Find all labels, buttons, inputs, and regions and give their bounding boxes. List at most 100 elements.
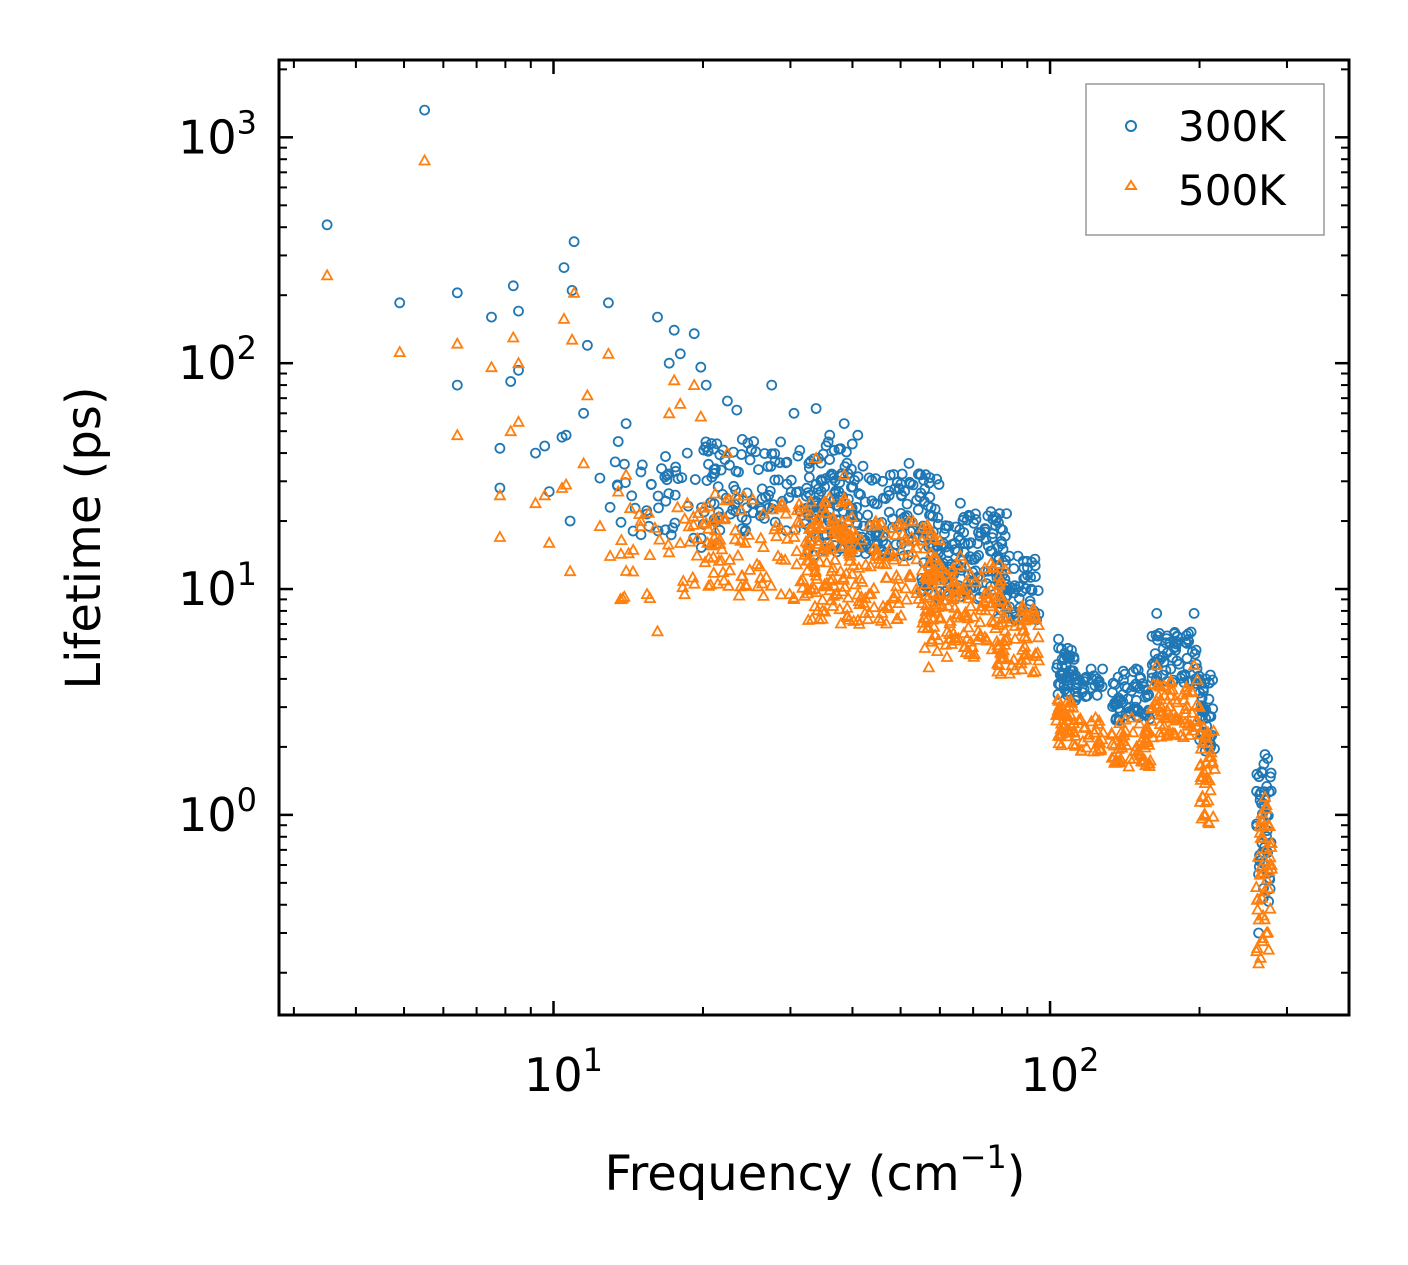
data-point-500k (1051, 693, 1066, 706)
data-point-300k (1032, 585, 1044, 596)
data-point-500k (619, 564, 633, 576)
data-point-300k (507, 280, 519, 292)
data-point-500k (393, 345, 407, 358)
data-point-500k (933, 533, 947, 546)
data-point-500k (1167, 706, 1181, 718)
data-point-500k (1130, 739, 1144, 752)
data-point-500k (998, 623, 1012, 636)
data-point-300k (636, 459, 648, 471)
data-point-300k (1114, 706, 1126, 717)
data-point-500k (538, 488, 552, 501)
data-point-500k (774, 552, 788, 565)
data-point-500k (981, 585, 995, 598)
data-point-300k (949, 537, 961, 549)
data-point-300k (486, 311, 497, 323)
data-point-500k (846, 558, 861, 571)
data-point-500k (1068, 729, 1082, 741)
data-point-500k (984, 556, 998, 569)
data-point-300k (927, 510, 939, 522)
data-point-500k (1254, 860, 1268, 873)
data-point-300k (792, 450, 804, 462)
data-point-500k (690, 548, 704, 561)
data-point-300k (1183, 636, 1195, 647)
data-point-300k (933, 479, 945, 490)
data-point-300k (394, 297, 406, 309)
data-point-300k (853, 488, 865, 499)
data-point-500k (1204, 745, 1218, 758)
data-point-500k (933, 610, 947, 623)
data-point-300k (578, 407, 589, 419)
data-point-500k (1253, 826, 1267, 838)
data-point-300k (1012, 550, 1024, 562)
data-point-500k (1203, 783, 1217, 796)
data-point-500k (719, 493, 733, 506)
data-point-500k (511, 356, 526, 369)
data-point-300k (1024, 595, 1036, 607)
data-point-500k (1249, 944, 1264, 957)
data-point-500k (1194, 772, 1208, 785)
data-point-500k (1025, 610, 1039, 622)
data-point-300k (1079, 673, 1090, 685)
legend-box (1085, 83, 1325, 236)
data-point-300k (1151, 608, 1163, 619)
data-point-500k (1187, 658, 1201, 671)
data-point-500k (848, 577, 862, 590)
data-point-500k (925, 524, 939, 537)
data-point-300k (626, 490, 638, 502)
data-point-500k (935, 570, 949, 583)
data-point-300k (539, 440, 551, 452)
data-point-300k (1091, 689, 1103, 701)
data-point-500k (603, 549, 617, 561)
data-point-300k (635, 466, 647, 478)
data-point-500k (1199, 730, 1213, 743)
data-point-300k (670, 465, 682, 477)
y-tick-label: 102 (178, 329, 257, 390)
data-point-500k (1181, 718, 1195, 731)
data-point-500k (897, 554, 911, 567)
data-point-500k (1208, 762, 1222, 774)
data-point-500k (931, 632, 946, 645)
data-point-300k (883, 489, 895, 501)
data-point-500k (948, 600, 962, 613)
data-point-300k (419, 104, 431, 116)
data-point-300k (1207, 703, 1219, 715)
data-point-500k (1251, 849, 1265, 862)
data-point-500k (974, 599, 988, 612)
data-point-300k (652, 490, 664, 502)
data-point-500k (919, 598, 933, 611)
data-point-500k (946, 561, 960, 574)
data-point-300k (1004, 550, 1015, 562)
data-point-300k (762, 461, 774, 472)
data-point-500k (790, 544, 804, 557)
data-point-300k (1251, 785, 1262, 797)
data-point-300k (695, 361, 707, 373)
data-point-500k (840, 601, 854, 613)
legend-label-300k: 300K (1178, 102, 1287, 151)
data-point-500k (751, 579, 765, 592)
data-point-300k (774, 457, 786, 469)
data-point-500k (990, 634, 1004, 647)
data-point-500k (927, 619, 941, 632)
data-point-500k (1052, 736, 1066, 749)
data-point-500k (1019, 612, 1033, 625)
data-point-300k (889, 483, 901, 495)
data-point-300k (660, 451, 671, 462)
data-point-500k (1201, 793, 1215, 806)
data-point-500k (974, 570, 988, 583)
data-point-300k (1109, 698, 1121, 710)
data-point-500k (528, 496, 543, 509)
data-point-500k (567, 285, 581, 298)
data-point-300k (808, 453, 820, 465)
y-tick-label: 103 (178, 103, 257, 164)
data-point-300k (451, 379, 463, 391)
data-point-500k (783, 587, 797, 599)
data-point-500k (557, 312, 571, 324)
data-point-300k (975, 527, 987, 539)
data-point-500k (872, 552, 886, 564)
data-point-500k (815, 611, 829, 624)
data-point-500k (1132, 716, 1147, 729)
data-point-300k (869, 497, 880, 509)
data-point-500k (698, 555, 712, 568)
data-point-300k (731, 404, 743, 416)
data-point-500k (836, 572, 851, 585)
